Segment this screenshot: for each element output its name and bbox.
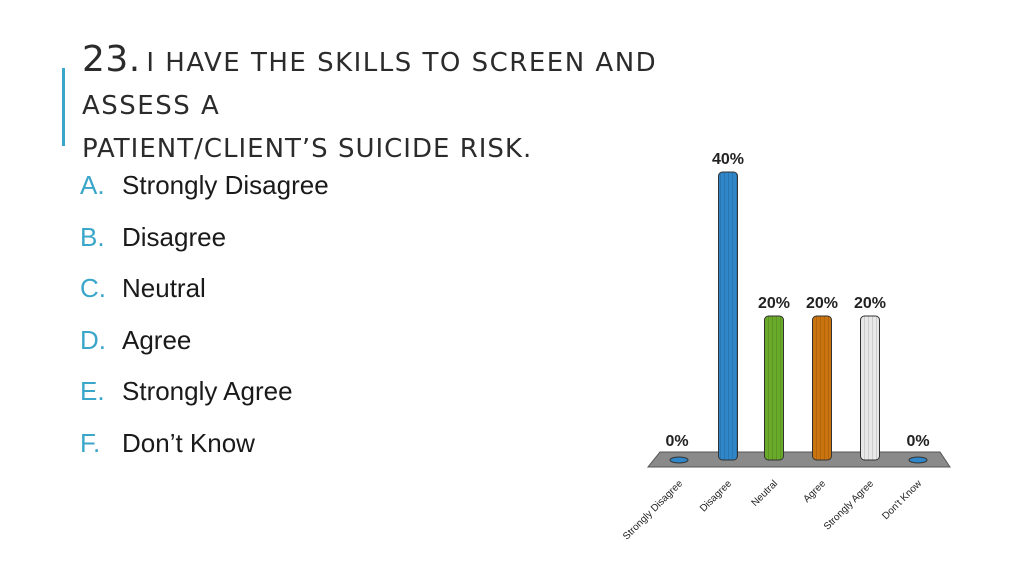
option-c: C. Neutral — [80, 273, 206, 303]
option-f: F. Don’t Know — [80, 427, 255, 458]
option-b: B. Disagree — [80, 221, 227, 252]
bar-strongly-disagree — [669, 456, 689, 464]
category-label-agree: Agree — [801, 478, 828, 505]
bar-texture-disagree — [718, 172, 738, 460]
question-text-line1: I have the skills to screen and assess a — [82, 48, 658, 121]
option-d: D. Agree — [80, 324, 192, 355]
bar-texture-strongly-agree — [860, 316, 880, 460]
data-label-disagree: 40% — [712, 151, 744, 168]
title-accent-bar — [62, 68, 65, 146]
category-label-neutral: Neutral — [750, 478, 781, 509]
chart-floor — [646, 451, 951, 468]
category-label-strongly-disagree: Strongly Disagree — [621, 478, 685, 542]
data-label-don-t-know: 0% — [906, 433, 929, 450]
question-text-line2: patient/client’s suicide risk. — [82, 134, 533, 164]
option-e: E. Strongly Agree — [80, 376, 293, 406]
slide-title: 23. I have the skills to screen and asse… — [82, 40, 722, 169]
data-label-strongly-disagree: 0% — [665, 433, 688, 450]
bar-texture-agree — [812, 316, 832, 460]
bar-don-t-know — [908, 456, 928, 464]
data-label-neutral: 20% — [758, 295, 790, 312]
question-number: 23. — [82, 39, 141, 80]
option-a: A. Strongly Disagree — [80, 170, 329, 200]
data-label-agree: 20% — [806, 295, 838, 312]
category-label-strongly-agree: Strongly Agree — [822, 478, 876, 532]
bar-texture-neutral — [764, 316, 784, 460]
answer-options-list: A. Strongly Disagree B. Disagree C. Neutral… — [80, 170, 329, 479]
category-label-don-t-know: Don't Know — [880, 478, 924, 522]
category-label-disagree: Disagree — [698, 478, 734, 514]
data-label-strongly-agree: 20% — [854, 295, 886, 312]
chart-bars — [669, 171, 928, 464]
